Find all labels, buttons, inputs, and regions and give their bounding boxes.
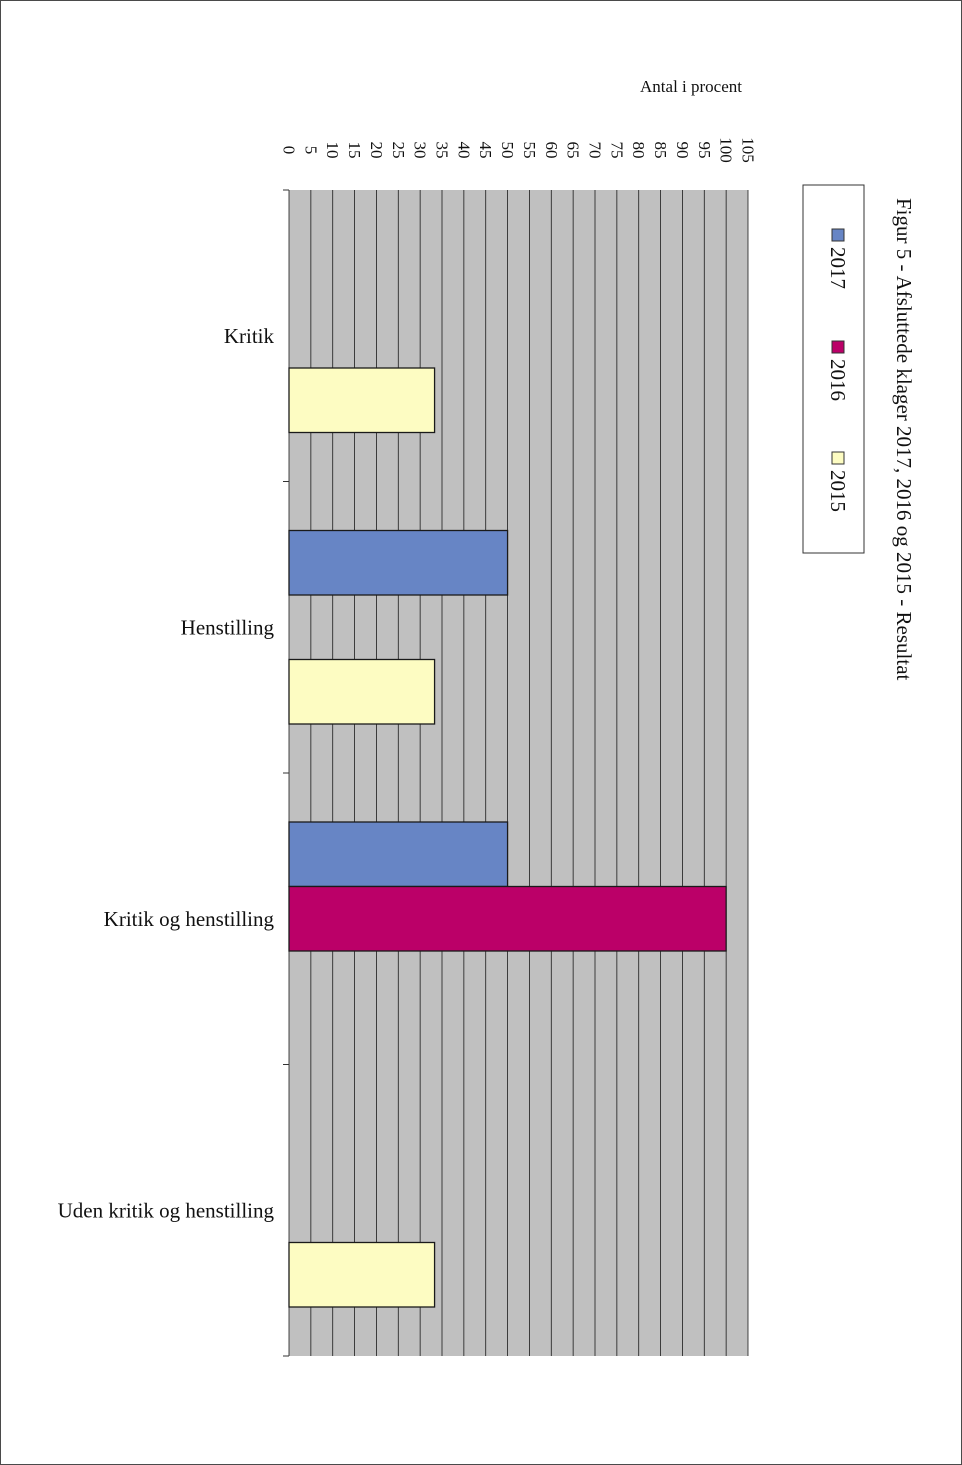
category-label: Henstilling [181,615,275,639]
value-tick-label: 90 [673,142,692,159]
value-tick-label: 25 [389,142,408,159]
value-tick-label: 5 [301,146,320,155]
legend: 2017 2016 2015 [802,184,865,554]
value-tick-label: 95 [695,142,714,159]
bar-2015 [288,367,436,434]
bar-2017 [288,821,509,888]
legend-box [802,184,865,554]
value-tick-label: 20 [367,142,386,159]
value-tick-label: 80 [629,142,648,159]
bar-2015 [288,658,436,725]
value-tick-label: 0 [280,146,299,155]
value-tick-label: 45 [476,142,495,159]
value-tick-label: 85 [651,142,670,159]
value-tick-label: 15 [345,142,364,159]
bars [288,367,727,1308]
legend-swatch-2016 [831,340,845,354]
legend-swatch-2015 [831,451,845,465]
category-label: Kritik [224,324,275,348]
value-tick-label: 40 [454,142,473,159]
legend-label: 2015 [826,470,850,512]
value-tick-label: 30 [411,142,430,159]
value-axis-label: Antal i procent [640,77,742,96]
category-label: Uden kritik og henstilling [58,1198,275,1222]
value-tick-label: 65 [564,142,583,159]
legend-label: 2017 [826,247,850,289]
value-tick-label: 10 [323,142,342,159]
bar-2015 [288,1241,436,1308]
value-tick-label: 75 [607,142,626,159]
value-tick-label: 55 [520,142,539,159]
category-label: Kritik og henstilling [104,907,275,931]
value-tick-label: 105 [739,137,758,163]
bar-2016 [288,885,727,952]
category-labels: Kritik Henstilling Kritik og henstilling Ud… [58,324,275,1223]
value-tick-label: 35 [433,142,452,159]
legend-label: 2016 [826,359,850,401]
chart-title: Figur 5 - Afsluttede klager 2017, 2016 o… [892,198,916,681]
value-tick-label: 50 [498,142,517,159]
gridlines [288,190,749,1356]
bar-2017 [288,529,509,596]
category-axis-ticks [283,189,289,1357]
legend-swatch-2017 [831,228,845,242]
value-tick-label: 100 [717,137,736,163]
value-tick-label: 70 [586,142,605,159]
value-tick-labels: 0 5 10 15 20 25 30 35 40 45 50 55 60 65 70 75 80 85 90 95 10… [280,137,758,163]
plot-background [289,190,748,1356]
value-tick-label: 60 [542,142,561,159]
